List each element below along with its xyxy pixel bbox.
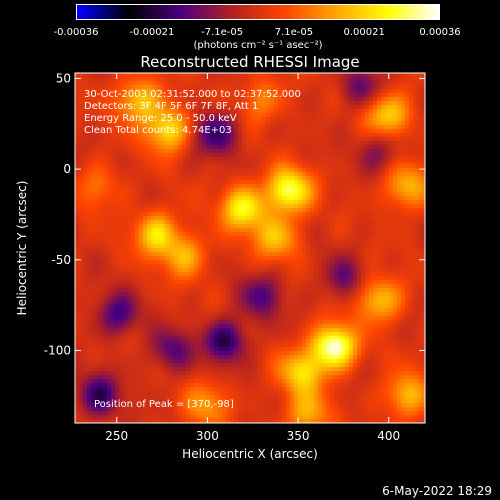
y-tick-label: 50 (56, 71, 71, 85)
y-tick-label: 0 (63, 162, 71, 176)
x-axis-title: Heliocentric X (arcsec) (182, 447, 318, 461)
colorbar-tick-label: 7.1e-05 (274, 27, 314, 38)
annotations: 30-Oct-2003 02:31:52.000 to 02:37:52.000… (84, 89, 301, 136)
x-tick-label: 250 (105, 429, 128, 443)
annotation-line: Energy Range: 25.0 - 50.0 keV (84, 113, 237, 124)
chart-title: Reconstructed RHESSI Image (140, 53, 360, 71)
y-tick-label: -100 (44, 343, 71, 357)
timestamp-footer: 6-May-2022 18:29 (382, 484, 492, 498)
y-axis-title: Heliocentric Y (arcsec) (15, 181, 29, 316)
x-tick-label: 300 (196, 429, 219, 443)
colorbar-tick-label: -7.1e-05 (201, 27, 244, 38)
colorbar-tick-label: -0.00021 (129, 27, 175, 38)
x-tick-label: 350 (287, 429, 310, 443)
heatmap-image (75, 73, 425, 423)
x-tick-label: 400 (377, 429, 400, 443)
peak-position-label: Position of Peak = [370,-98] (94, 399, 234, 410)
annotation-line: Clean Total counts: 4.74E+03 (84, 125, 232, 136)
colorbar (76, 4, 440, 20)
colorbar-tick-label: 0.00021 (343, 27, 385, 38)
annotation-line: 30-Oct-2003 02:31:52.000 to 02:37:52.000 (84, 89, 301, 100)
plot-frame (74, 72, 426, 424)
colorbar-tick-label: 0.00036 (419, 27, 461, 38)
colorbar-units: (photons cm⁻² s⁻¹ asec⁻²) (193, 40, 323, 51)
y-tick-label: -50 (51, 253, 71, 267)
annotation-line: Detectors: 3F 4F 5F 6F 7F 8F, Att 1 (84, 101, 258, 112)
axis-ticks: 250 300 350 400 50 0 -50 -100 (44, 71, 425, 443)
colorbar-tick-label: -0.00036 (53, 27, 99, 38)
